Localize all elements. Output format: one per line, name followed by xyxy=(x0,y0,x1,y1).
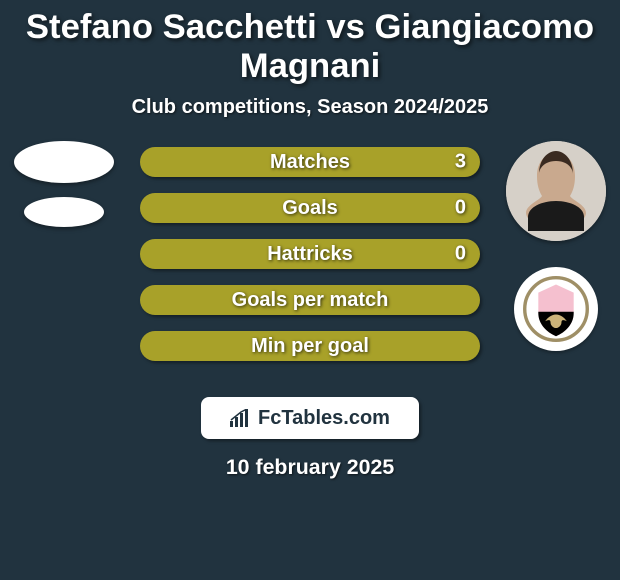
page-title: Stefano Sacchetti vs Giangiacomo Magnani xyxy=(0,8,620,86)
stat-right-value: 0 xyxy=(455,197,466,220)
right-player-col xyxy=(506,141,606,351)
bars-icon xyxy=(230,409,252,427)
stat-label: Matches xyxy=(270,151,350,174)
watermark[interactable]: FcTables.com xyxy=(201,397,419,439)
stat-bars: Matches 3 Goals 0 Hattricks 0 Goals per match M… xyxy=(140,147,480,377)
stat-bar: Matches 3 xyxy=(140,147,480,177)
stat-label: Goals per match xyxy=(232,289,389,312)
date-text: 10 february 2025 xyxy=(0,455,620,480)
palermo-badge-icon xyxy=(522,275,590,343)
stat-bar: Goals per match xyxy=(140,285,480,315)
right-club-badge xyxy=(514,267,598,351)
stat-bar: Hattricks 0 xyxy=(140,239,480,269)
right-player-photo xyxy=(506,141,606,241)
left-player-photo-placeholder xyxy=(14,141,114,183)
stat-right-value: 0 xyxy=(455,243,466,266)
stat-label: Min per goal xyxy=(251,335,369,358)
subtitle: Club competitions, Season 2024/2025 xyxy=(0,96,620,119)
left-player-col xyxy=(14,141,114,227)
stat-right-value: 3 xyxy=(455,151,466,174)
stats-area: Matches 3 Goals 0 Hattricks 0 Goals per match M… xyxy=(0,147,620,387)
watermark-text: FcTables.com xyxy=(258,407,390,430)
stat-label: Goals xyxy=(282,197,338,220)
stat-bar: Min per goal xyxy=(140,331,480,361)
left-club-badge-placeholder xyxy=(24,197,104,227)
stat-bar: Goals 0 xyxy=(140,193,480,223)
stat-label: Hattricks xyxy=(267,243,353,266)
